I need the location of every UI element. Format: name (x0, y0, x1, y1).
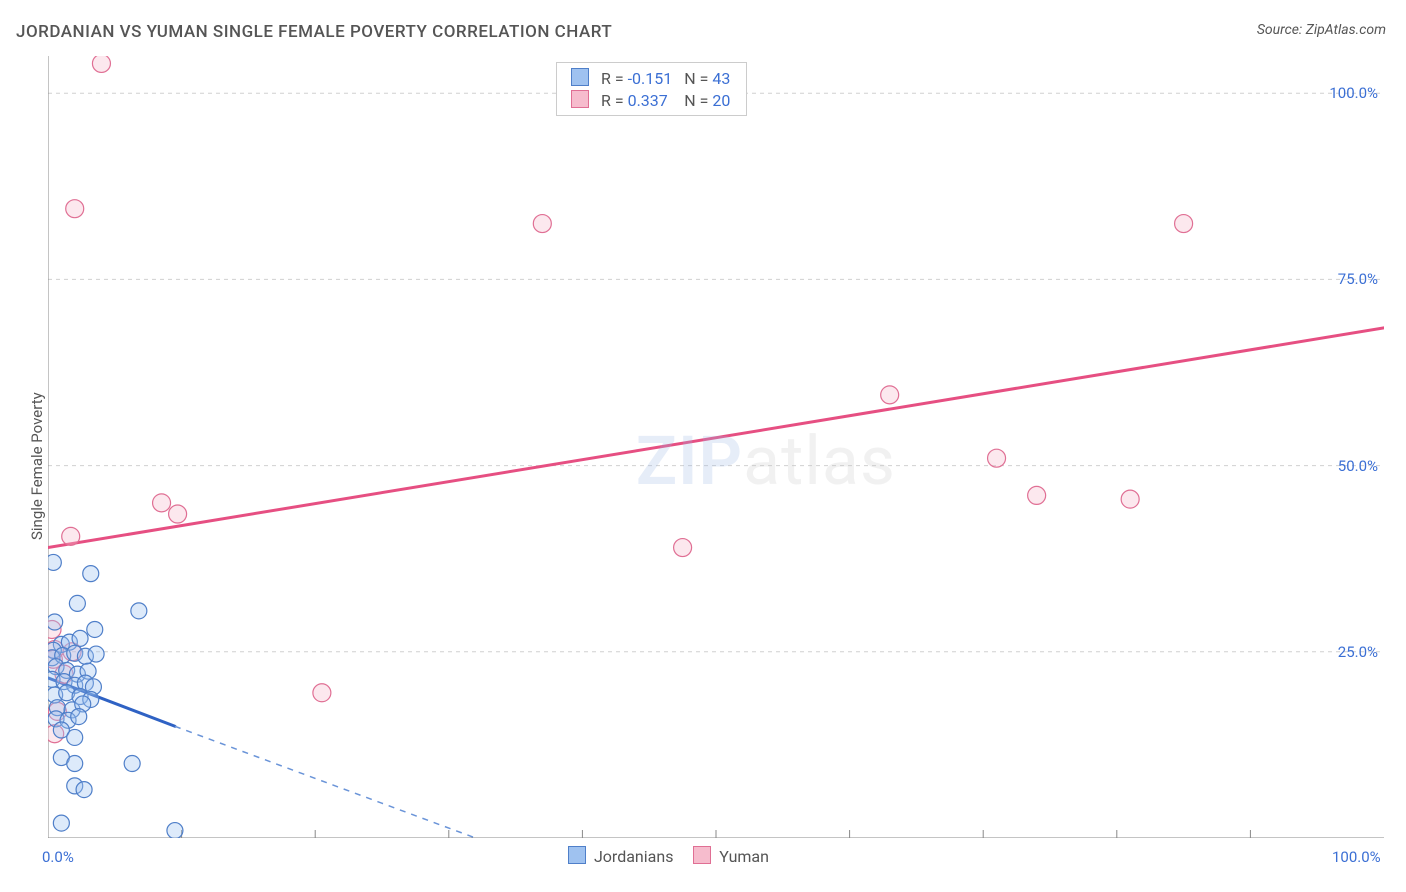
point-yuman (66, 200, 84, 218)
point-yuman (153, 494, 171, 512)
plot-area (48, 56, 1384, 838)
n-value-jordanians: 43 (712, 69, 730, 88)
point-jordanians (69, 595, 85, 611)
point-jordanians (53, 815, 69, 831)
point-jordanians (88, 646, 104, 662)
point-jordanians (71, 709, 87, 725)
swatch-jordanians (571, 68, 589, 86)
point-jordanians (72, 630, 88, 646)
point-jordanians (48, 614, 63, 630)
stats-legend: R = -0.151 N = 43 R = 0.337 N = 20 (556, 62, 747, 116)
y-tick-label: 50.0% (1338, 457, 1378, 475)
point-yuman (62, 527, 80, 545)
r-label: R = (601, 91, 624, 110)
point-yuman (313, 684, 331, 702)
y-tick-label: 75.0% (1338, 270, 1378, 288)
chart-title: JORDANIAN VS YUMAN SINGLE FEMALE POVERTY… (16, 22, 612, 42)
swatch-yuman (571, 90, 589, 108)
point-yuman (1028, 486, 1046, 504)
source-label: Source: ZipAtlas.com (1257, 22, 1386, 38)
point-jordanians (67, 756, 83, 772)
n-value-yuman: 20 (712, 91, 730, 110)
point-jordanians (131, 603, 147, 619)
n-label: N = (684, 69, 708, 88)
point-jordanians (87, 621, 103, 637)
n-label: N = (684, 91, 708, 110)
point-yuman (533, 215, 551, 233)
y-tick-label: 25.0% (1338, 643, 1378, 661)
series-legend: Jordanians Yuman (568, 846, 769, 866)
point-jordanians (124, 756, 140, 772)
r-value-jordanians: -0.151 (628, 69, 673, 88)
x-tick-label: 0.0% (42, 848, 74, 866)
legend-label-jordanians: Jordanians (594, 847, 673, 866)
point-yuman (988, 449, 1006, 467)
r-value-yuman: 0.337 (628, 91, 668, 110)
point-yuman (1121, 490, 1139, 508)
point-yuman (674, 539, 692, 557)
legend-label-yuman: Yuman (719, 847, 769, 866)
point-yuman (169, 505, 187, 523)
swatch-jordanians (568, 846, 586, 864)
point-jordanians (167, 823, 183, 838)
point-jordanians (83, 566, 99, 582)
point-jordanians (76, 782, 92, 798)
y-tick-label: 100.0% (1329, 84, 1378, 102)
point-jordanians (67, 729, 83, 745)
r-label: R = (601, 69, 624, 88)
swatch-yuman (693, 846, 711, 864)
point-yuman (1175, 215, 1193, 233)
point-yuman (881, 386, 899, 404)
point-jordanians (48, 554, 61, 570)
x-tick-label: 100.0% (1332, 848, 1381, 866)
scatter-svg (48, 56, 1384, 838)
point-yuman (92, 56, 110, 72)
y-axis-label: Single Female Poverty (28, 392, 46, 540)
